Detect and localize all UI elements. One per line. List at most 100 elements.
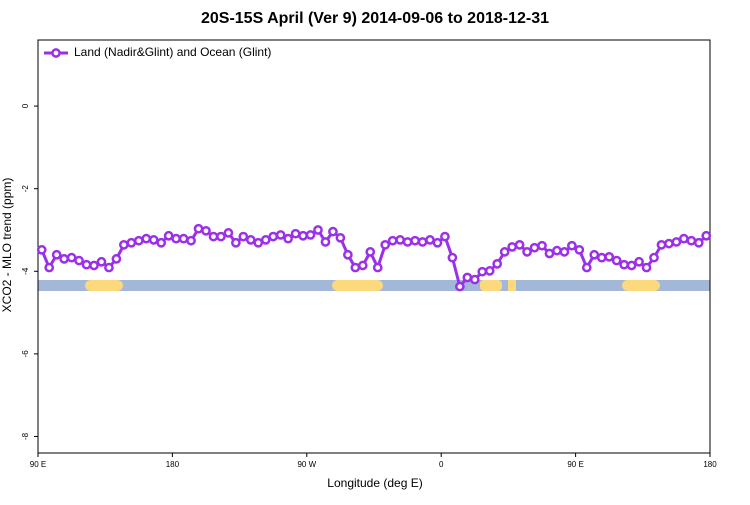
x-tick-label: 180 <box>166 460 180 469</box>
data-point <box>111 254 122 264</box>
data-point <box>133 235 144 246</box>
plot-frame <box>37 39 711 454</box>
x-tick-label: 90 E <box>567 460 583 469</box>
land-patch <box>332 280 383 291</box>
x-tick-label: 90 E <box>30 460 46 469</box>
data-point <box>193 223 204 234</box>
data-point <box>604 251 615 262</box>
data-point <box>238 231 249 242</box>
data-point <box>283 233 293 244</box>
data-point <box>484 266 495 276</box>
data-point <box>679 233 689 244</box>
legend-marker <box>51 48 61 58</box>
data-point <box>89 260 99 271</box>
data-point <box>626 260 637 271</box>
data-point <box>81 259 92 270</box>
data-point <box>268 231 279 242</box>
data-point <box>350 262 361 273</box>
data-point <box>432 237 443 248</box>
data-point <box>231 237 241 248</box>
data-point <box>387 235 398 246</box>
data-point <box>544 248 555 259</box>
legend-label: Land (Nadir&Glint) and Ocean (Glint) <box>74 45 271 59</box>
data-point <box>208 231 219 242</box>
land-patch <box>480 280 502 291</box>
data-point <box>634 256 644 267</box>
data-point <box>410 235 420 246</box>
x-tick-label: 180 <box>703 460 717 469</box>
data-point <box>171 233 181 244</box>
data-point <box>305 230 316 240</box>
data-point <box>671 237 682 247</box>
land-patch <box>508 280 516 291</box>
data-point <box>245 235 256 245</box>
data-point <box>402 237 413 247</box>
data-point <box>395 235 405 245</box>
data-point <box>298 230 308 241</box>
data-point <box>260 235 271 245</box>
data-point <box>201 225 211 236</box>
data-point <box>59 254 69 264</box>
y-tick-label: 0 <box>21 103 30 108</box>
data-point <box>223 228 234 238</box>
data-point <box>537 240 547 251</box>
data-point <box>589 249 600 260</box>
data-point <box>178 233 189 244</box>
data-point <box>641 262 652 273</box>
data-point <box>507 242 517 252</box>
data-point <box>66 252 77 263</box>
y-tick-label: -8 <box>21 432 30 440</box>
data-point <box>186 235 196 246</box>
data-point <box>104 262 114 273</box>
data-point <box>343 249 353 260</box>
data-point <box>574 244 585 255</box>
data-point <box>477 266 488 277</box>
data-point <box>313 225 323 235</box>
data-point <box>499 247 510 257</box>
data-point <box>552 245 562 256</box>
data-point <box>320 237 331 247</box>
data-point <box>328 226 338 237</box>
data-point <box>156 237 167 248</box>
data-point <box>619 259 629 270</box>
data-point <box>96 256 107 267</box>
data-point <box>141 233 152 244</box>
data-point <box>611 255 622 266</box>
data-point <box>514 239 525 250</box>
data-point <box>126 237 137 248</box>
data-point <box>275 230 286 240</box>
data-point <box>365 247 376 257</box>
data-point <box>290 228 301 239</box>
land-patch <box>85 280 123 291</box>
data-point <box>380 239 391 250</box>
data-point <box>664 238 674 249</box>
data-point <box>522 247 532 257</box>
data-point <box>51 249 62 260</box>
data-point <box>74 255 84 266</box>
data-point <box>163 230 174 241</box>
x-tick-label: 90 W <box>297 460 316 469</box>
data-point <box>596 252 607 263</box>
data-point <box>649 252 659 263</box>
data-point <box>581 262 592 273</box>
data-point <box>469 274 480 285</box>
data-point <box>529 242 540 253</box>
y-axis-label: XCO2 - MLO trend (ppm) <box>0 178 14 313</box>
data-point <box>148 235 159 245</box>
data-point <box>701 230 712 241</box>
data-point <box>447 252 458 263</box>
data-point <box>417 237 428 247</box>
data-point <box>372 262 383 273</box>
x-axis-label: Longitude (deg E) <box>327 476 422 490</box>
data-point <box>656 239 667 250</box>
y-tick-label: -4 <box>21 267 30 275</box>
chart-title: 20S-15S April (Ver 9) 2014-09-06 to 2018… <box>201 10 549 27</box>
data-point <box>693 237 704 248</box>
data-point <box>567 240 577 251</box>
data-point <box>335 232 346 243</box>
land-patch <box>622 280 660 291</box>
y-tick-label: -6 <box>21 350 30 358</box>
y-tick-label: -2 <box>21 185 30 193</box>
data-point <box>559 247 570 257</box>
